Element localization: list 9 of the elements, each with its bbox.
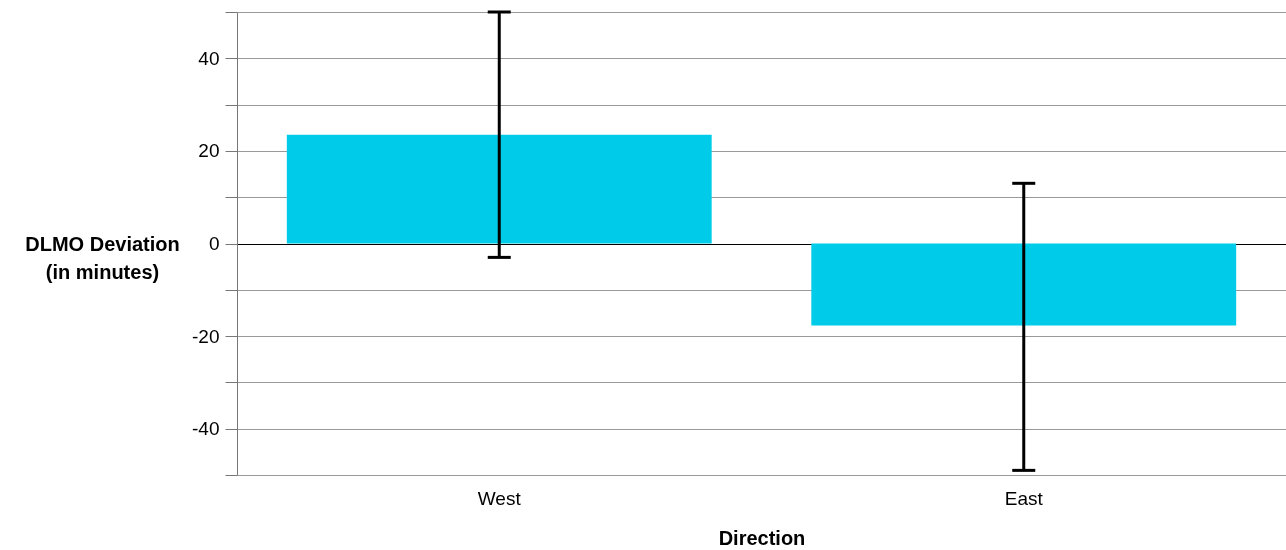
y-tick-label: 20: [198, 140, 220, 162]
y-tick-label: 0: [208, 233, 220, 254]
y-tick-label: -20: [192, 325, 220, 347]
y-tick-label: 40: [198, 47, 220, 69]
x-tick-label: East: [1004, 487, 1044, 509]
x-axis-title: Direction: [718, 526, 806, 549]
y-tick-label: -40: [192, 418, 220, 440]
x-tick-label: West: [477, 487, 522, 509]
y-axis-title: DLMO Deviation (in minutes): [25, 232, 180, 283]
